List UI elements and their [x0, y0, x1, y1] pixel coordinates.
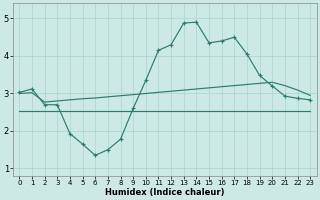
X-axis label: Humidex (Indice chaleur): Humidex (Indice chaleur): [105, 188, 225, 197]
